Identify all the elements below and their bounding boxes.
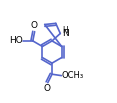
Text: OCH₃: OCH₃ bbox=[62, 71, 84, 80]
Text: HO: HO bbox=[9, 36, 23, 45]
Text: O: O bbox=[30, 21, 37, 30]
Text: O: O bbox=[44, 84, 51, 93]
Text: N: N bbox=[62, 29, 69, 38]
Text: H: H bbox=[62, 26, 68, 35]
